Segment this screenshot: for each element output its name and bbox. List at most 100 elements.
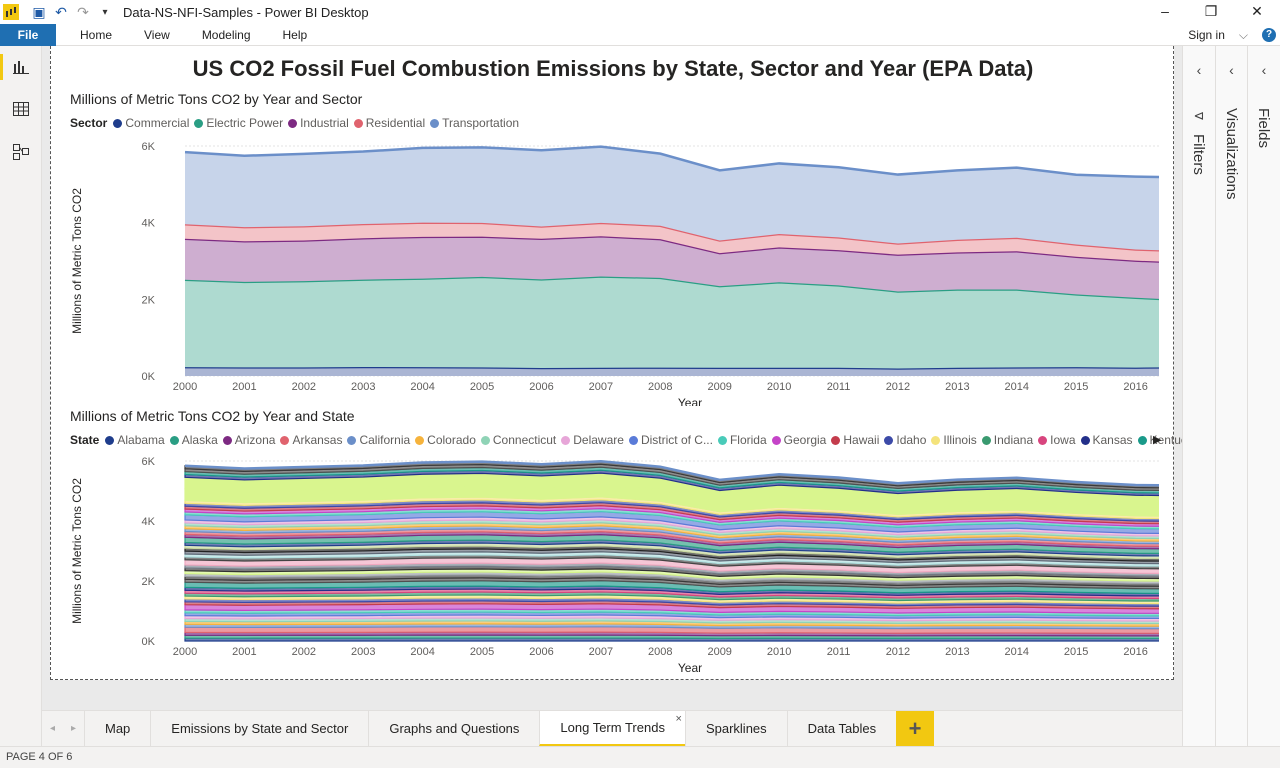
expand-ribbon-chevron-icon[interactable]: ⌵ [1238,27,1248,42]
area-residential[interactable] [185,222,1159,263]
y-tick-label: 2K [142,294,156,306]
legend-marker [561,435,571,445]
state-chart-legend[interactable]: State Alabama Alaska Arizona Arkansas Califo… [70,433,1204,447]
x-tick-label: 2014 [1005,646,1029,658]
legend-item[interactable]: Transportation [430,116,519,130]
line-transportation[interactable] [184,145,1159,179]
sector-area-chart[interactable]: 0K 2K 4K 6K 2000 2001 2002 2003 2004 2005 2006 2007… [69,134,1159,406]
area-transportation[interactable] [185,146,1159,252]
add-page-button[interactable]: + [896,711,935,746]
collapse-chevron-icon[interactable]: ‹ [1261,62,1267,78]
legend-item[interactable]: Alaska [169,433,218,447]
page-tab-long-term-trends[interactable]: Long Term Trends × [539,711,685,746]
legend-item[interactable]: Residential [353,116,425,130]
tab-home[interactable]: Home [80,27,113,42]
legend-marker [931,435,941,445]
fields-pane[interactable]: ‹ Fields [1247,46,1280,746]
page-tab-bar: ◂ ▸ Map Emissions by State and Sector Gr… [42,710,1182,746]
legend-item[interactable]: Delaware [561,433,624,447]
status-bar: PAGE 4 OF 6 [0,746,1280,768]
legend-item[interactable]: Connecticut [480,433,556,447]
state-area-chart[interactable]: 0K 2K 4K 6K 2000 2001 2002 2003 2004 2005 2006 2007… [69,451,1159,677]
model-view-icon [13,144,29,160]
x-tick-label: 2002 [292,646,316,658]
scroll-left-icon[interactable]: ◂ [49,723,56,734]
redo-icon[interactable]: ↷ [77,3,89,20]
x-tick-label: 2016 [1123,381,1147,393]
page-tab-sparklines[interactable]: Sparklines [684,711,787,746]
restore-button[interactable]: ❐ [1204,3,1218,19]
x-tick-label: 2007 [589,646,613,658]
legend-marker [222,435,232,445]
y-tick-label: 4K [142,218,156,230]
x-tick-label: 2003 [351,381,375,393]
legend-item[interactable]: Alabama [105,433,165,447]
sector-chart-legend[interactable]: Sector Commercial Electric Power Industria… [70,116,524,130]
x-tick-label: 2013 [945,646,969,658]
state-chart-title: Millions of Metric Tons CO2 by Year and … [70,408,355,424]
save-icon[interactable]: ▣ [32,3,46,20]
file-menu-button[interactable]: File [0,23,56,46]
minimize-button[interactable]: – [1161,3,1169,19]
page-tab-graphs[interactable]: Graphs and Questions [368,711,539,746]
legend-label: Florida [729,433,767,447]
sign-in-link[interactable]: Sign in [1188,28,1225,42]
legend-item[interactable]: Florida [717,433,767,447]
x-axis-title: Year [678,396,702,406]
legend-label: Colorado [427,433,476,447]
legend-item[interactable]: California [347,433,410,447]
page-tab-emissions[interactable]: Emissions by State and Sector [150,711,368,746]
legend-item[interactable]: Iowa [1038,433,1076,447]
legend-item[interactable]: Industrial [288,116,349,130]
legend-label: Arkansas [292,433,343,447]
legend-marker [717,435,727,445]
legend-marker [169,435,179,445]
customize-toolbar-icon[interactable]: ▾ [102,6,108,18]
legend-item[interactable]: Indiana [981,433,1034,447]
visualizations-pane[interactable]: ‹ Visualizations [1215,46,1247,746]
legend-marker [353,118,363,128]
report-view-button[interactable] [0,46,41,88]
legend-item[interactable]: Arkansas [280,433,342,447]
legend-marker [194,118,204,128]
tab-help[interactable]: Help [282,27,308,42]
side-panes: ‹ ⊲ Filters ‹ Visualizations ‹ Fields [1182,46,1280,746]
legend-label: Indiana [993,433,1034,447]
legend-item[interactable]: District of C... [628,433,713,447]
data-view-icon [13,102,29,116]
model-view-button[interactable] [0,130,41,172]
sector-chart-title: Millions of Metric Tons CO2 by Year and … [70,91,363,107]
legend-item[interactable]: Arizona [222,433,275,447]
page-tab-map[interactable]: Map [84,711,150,746]
filters-pane[interactable]: ‹ ⊲ Filters [1182,46,1215,746]
legend-item[interactable]: Hawaii [831,433,879,447]
close-tab-icon[interactable]: × [675,713,682,725]
legend-item[interactable]: Idaho [884,433,926,447]
collapse-chevron-icon[interactable]: ‹ [1196,62,1202,78]
legend-item[interactable]: Commercial [113,116,189,130]
page-tab-data-tables[interactable]: Data Tables [786,711,896,746]
tab-view[interactable]: View [144,27,170,42]
data-view-button[interactable] [0,88,41,130]
undo-icon[interactable]: ↶ [55,3,67,20]
close-button[interactable]: ✕ [1251,3,1263,19]
legend-item[interactable]: Electric Power [194,116,283,130]
collapse-chevron-icon[interactable]: ‹ [1229,62,1234,78]
legend-next-arrow-icon[interactable]: ▶ [1153,434,1162,446]
x-tick-label: 2006 [529,646,553,658]
scroll-right-icon[interactable]: ▸ [70,723,77,734]
tab-scroll-arrows[interactable]: ◂ ▸ [42,711,84,746]
tab-modeling[interactable]: Modeling [201,27,251,42]
legend-item[interactable]: Georgia [771,433,827,447]
legend-label: Electric Power [206,116,284,130]
x-tick-label: 2012 [886,381,910,393]
area-industrial[interactable] [185,236,1159,300]
legend-item[interactable]: Illinois [931,433,977,447]
legend-label: Georgia [783,433,827,447]
help-icon[interactable]: ? [1262,28,1276,42]
area-electric-power[interactable] [185,276,1159,369]
legend-item[interactable]: Colorado [415,433,476,447]
legend-item[interactable]: Kansas [1080,433,1133,447]
x-tick-label: 2011 [827,381,851,393]
quick-access-toolbar: ▣ ↶ ↷ ▾ [31,4,113,21]
